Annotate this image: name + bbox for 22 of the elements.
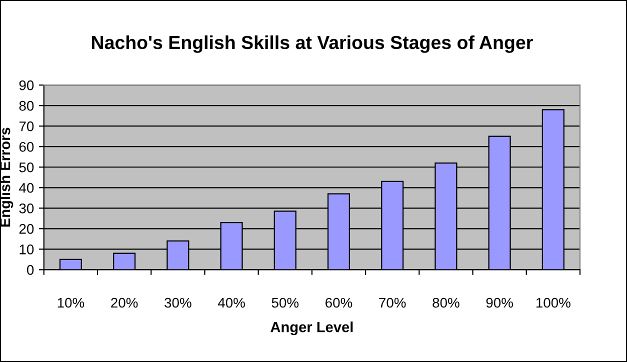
- x-tick-label: 10%: [58, 298, 84, 308]
- x-tick-label: 70%: [379, 298, 406, 308]
- x-tick-label: 50%: [272, 298, 299, 308]
- x-tick-label: 20%: [111, 298, 138, 308]
- y-tick-label: 80: [19, 100, 34, 111]
- chart-title: Nacho's English Skills at Various Stages of Anger: [92, 35, 533, 53]
- x-axis-title: Anger Level: [270, 322, 353, 336]
- y-tick-label: 90: [19, 80, 34, 90]
- y-tick-label: 40: [19, 182, 34, 193]
- y-tick-label: 50: [19, 162, 34, 172]
- y-tick-label: 10: [20, 244, 34, 254]
- x-tick-label: 100%: [536, 298, 570, 308]
- x-tick-label: 40%: [218, 298, 245, 308]
- x-tick-label: 90%: [486, 298, 513, 308]
- y-tick-label: 0: [26, 265, 34, 275]
- x-tick-label: 30%: [164, 298, 192, 308]
- x-tick-label: 80%: [432, 298, 460, 308]
- x-tick-label: 60%: [326, 298, 352, 308]
- y-tick-label: 70: [19, 121, 34, 132]
- y-tick-label: 30: [19, 203, 34, 214]
- y-tick-label: 60: [19, 142, 34, 152]
- y-tick-label: 20: [19, 224, 34, 234]
